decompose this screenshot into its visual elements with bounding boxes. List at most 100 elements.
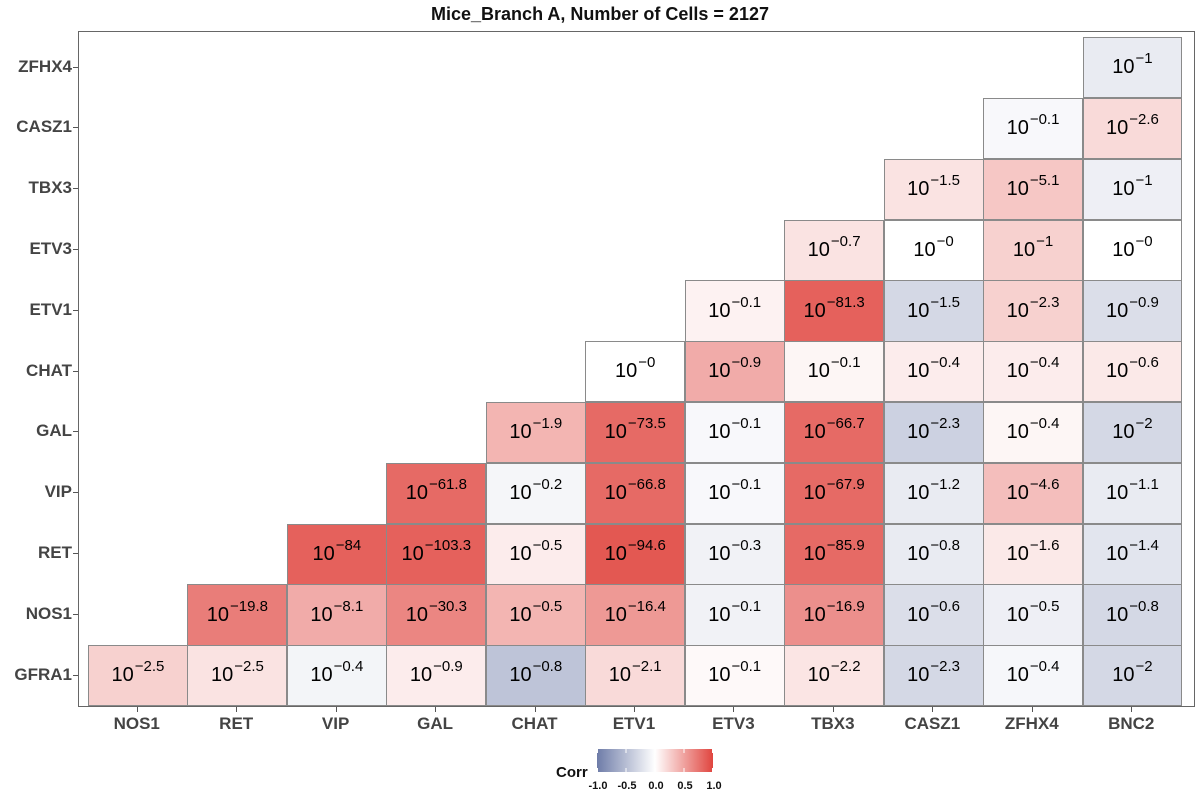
y-tick-mark (73, 614, 78, 615)
x-tick-mark (435, 707, 436, 712)
cell-value-base: 10 (509, 603, 532, 626)
cell-value-base: 10 (807, 664, 830, 687)
heatmap-cell: 10 −0.5 (983, 584, 1083, 646)
cell-value-base: 10 (1112, 421, 1135, 444)
cell-value-exponent: −2.5 (234, 658, 264, 676)
heatmap-cell: 10 −1.1 (1082, 462, 1183, 525)
heatmap-cell: 10 −2 (1082, 645, 1183, 707)
cell-value-base: 10 (1006, 603, 1029, 626)
cell-value-base: 10 (708, 481, 731, 504)
x-tick-label: VIP (321, 714, 350, 733)
heatmap-cell: 10 −16.4 (585, 584, 686, 646)
x-tick-mark (137, 707, 138, 712)
x-tick-label: TBX3 (811, 714, 855, 733)
cell-value-base: 10 (310, 603, 333, 626)
heatmap-cell: 10 −2.6 (1082, 98, 1183, 160)
chart-title: Mice_Branch A, Number of Cells = 2127 (431, 4, 769, 24)
heatmap-cell: 10 −94.6 (585, 523, 686, 585)
cell-value-base: 10 (509, 421, 532, 444)
cell-value-exponent: −19.8 (230, 597, 269, 615)
cell-value-exponent: −2.1 (632, 658, 662, 676)
cell-value-base: 10 (708, 360, 731, 383)
y-tick-label: GAL (36, 421, 72, 441)
cell-value-exponent: −85.9 (826, 536, 865, 554)
y-tick-label: NOS1 (25, 603, 72, 623)
cell-value-exponent: −0 (638, 354, 656, 372)
y-tick-label: RET (38, 543, 72, 562)
heatmap-cell: 10 −1.9 (485, 402, 586, 464)
x-tick-mark (535, 707, 536, 712)
legend-tick: 0.0 (648, 780, 664, 792)
cell-value-base: 10 (1106, 360, 1129, 383)
cell-value-base: 10 (1006, 117, 1029, 140)
cell-value-exponent: −0.9 (1129, 293, 1159, 311)
cell-value-exponent: −66.7 (826, 415, 865, 433)
x-tick-label: NOS1 (113, 714, 160, 733)
cell-value-base: 10 (803, 421, 826, 444)
cell-value-base: 10 (1112, 177, 1135, 200)
cell-value-exponent: −61.8 (428, 475, 467, 493)
heatmap-cell: 10 −1 (1082, 37, 1183, 99)
heatmap-cell: 10 −0.9 (386, 645, 487, 707)
cell-value-exponent: −0.1 (731, 415, 762, 433)
cell-value-base: 10 (310, 664, 333, 687)
cell-value-exponent: −0.8 (930, 536, 960, 554)
heatmap-cell: 10 −0.2 (485, 462, 586, 525)
cell-value-base: 10 (907, 664, 930, 687)
heatmap-cell: 10 −0.8 (485, 645, 586, 707)
cell-value-base: 10 (1112, 56, 1135, 79)
y-tick-label: VIP (44, 482, 72, 502)
cell-value-exponent: −2.6 (1129, 111, 1159, 129)
y-tick-mark (73, 492, 78, 493)
cell-value-exponent: −1.6 (1029, 536, 1060, 554)
cell-value-base: 10 (409, 664, 433, 687)
cell-value-base: 10 (1106, 117, 1129, 140)
cell-value-base: 10 (1006, 542, 1029, 565)
heatmap-cell: 10 −16.9 (784, 584, 885, 646)
cell-value-base: 10 (907, 177, 930, 200)
cell-value-base: 10 (708, 603, 731, 626)
x-tick-mark (236, 707, 237, 712)
cell-value-exponent: −2.3 (1029, 293, 1060, 311)
cell-value-exponent: −0.4 (1029, 354, 1060, 372)
y-tick-mark (73, 249, 78, 250)
heatmap-cell: 10 −5.1 (983, 158, 1083, 221)
heatmap-cell: 10 −0.5 (485, 523, 586, 585)
cell-value-base: 10 (907, 360, 930, 383)
heatmap-cell: 10 −0.8 (1082, 584, 1183, 646)
cell-value-base: 10 (708, 664, 731, 687)
cell-value-exponent: −2 (1135, 658, 1153, 676)
cell-value-exponent: −0.4 (930, 354, 960, 372)
cell-value-exponent: −81.3 (826, 293, 865, 311)
x-tick-mark (1032, 707, 1033, 712)
cell-value-exponent: −16.9 (826, 597, 865, 615)
legend-tick: 0.5 (677, 780, 693, 792)
heatmap-cell: 10 −0.4 (983, 645, 1083, 707)
x-tick-mark (733, 707, 734, 712)
heatmap-cell: 10 −0 (585, 341, 686, 403)
cell-value-exponent: −0.8 (1129, 597, 1159, 615)
cell-value-exponent: −1.2 (930, 475, 960, 493)
heatmap-cell: 10 −1.6 (983, 523, 1083, 585)
cell-value-base: 10 (509, 542, 532, 565)
legend-title: Corr (556, 764, 588, 781)
cell-value-base: 10 (111, 664, 134, 687)
legend-tick: -0.5 (617, 780, 637, 792)
cell-value-exponent: −67.9 (826, 475, 865, 493)
heatmap-cell: 10 −2.5 (88, 645, 188, 707)
cell-value-base: 10 (1106, 299, 1129, 322)
heatmap-cell: 10 −1.2 (883, 462, 984, 525)
heatmap-plot: 10 −2.5 10 −2.5 10 −0.4 10 −0.9 10 −0.8 10 −2.1 10 −0… (78, 31, 1195, 707)
cell-value-base: 10 (803, 542, 826, 565)
y-tick-label: ETV1 (29, 299, 72, 319)
cell-value-exponent: −0.1 (830, 354, 861, 372)
y-tick-label: CHAT (26, 360, 72, 380)
y-tick-mark (73, 188, 78, 189)
y-tick-mark (73, 310, 78, 311)
heatmap-cell: 10 −67.9 (784, 462, 885, 525)
cell-value-exponent: −0.1 (731, 293, 762, 311)
cell-value-base: 10 (615, 360, 638, 383)
heatmap-cell: 10 −30.3 (386, 584, 487, 646)
cell-value-base: 10 (907, 421, 930, 444)
cell-value-exponent: −16.4 (627, 597, 666, 615)
